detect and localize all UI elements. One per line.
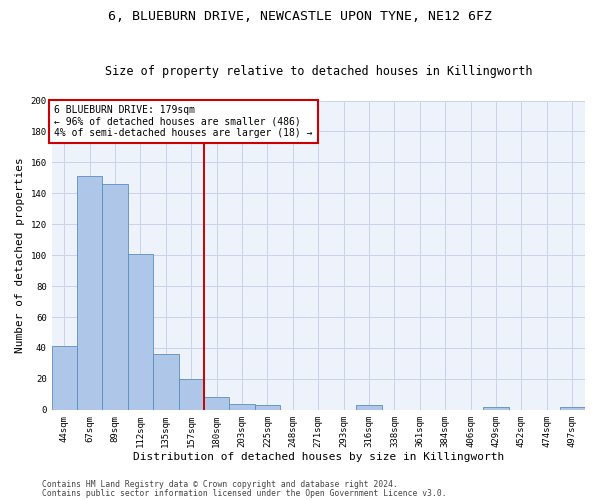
Bar bbox=[484, 406, 509, 410]
Bar bbox=[204, 398, 229, 410]
Y-axis label: Number of detached properties: Number of detached properties bbox=[15, 158, 25, 353]
Text: 6, BLUEBURN DRIVE, NEWCASTLE UPON TYNE, NE12 6FZ: 6, BLUEBURN DRIVE, NEWCASTLE UPON TYNE, … bbox=[108, 10, 492, 23]
Text: 6 BLUEBURN DRIVE: 179sqm
← 96% of detached houses are smaller (486)
4% of semi-d: 6 BLUEBURN DRIVE: 179sqm ← 96% of detach… bbox=[54, 105, 313, 138]
Text: Contains public sector information licensed under the Open Government Licence v3: Contains public sector information licen… bbox=[42, 488, 446, 498]
Bar bbox=[255, 405, 280, 410]
Bar bbox=[560, 406, 585, 410]
Bar bbox=[77, 176, 103, 410]
Bar bbox=[356, 405, 382, 410]
Bar bbox=[229, 404, 255, 410]
Text: Contains HM Land Registry data © Crown copyright and database right 2024.: Contains HM Land Registry data © Crown c… bbox=[42, 480, 398, 489]
Bar bbox=[153, 354, 179, 410]
Bar bbox=[103, 184, 128, 410]
Bar bbox=[128, 254, 153, 410]
Bar bbox=[52, 346, 77, 410]
X-axis label: Distribution of detached houses by size in Killingworth: Distribution of detached houses by size … bbox=[133, 452, 504, 462]
Title: Size of property relative to detached houses in Killingworth: Size of property relative to detached ho… bbox=[104, 66, 532, 78]
Bar bbox=[179, 379, 204, 410]
